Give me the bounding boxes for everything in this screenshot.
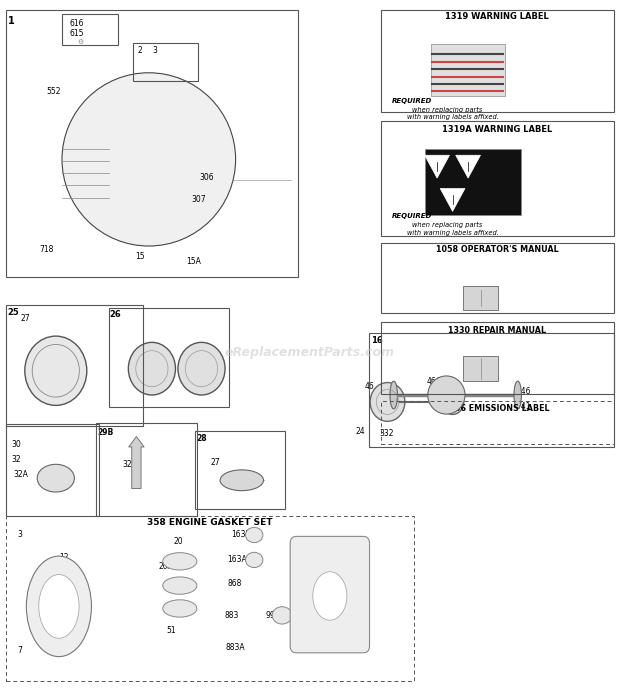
Text: 16: 16 [371, 336, 383, 345]
Text: 7: 7 [17, 646, 22, 654]
Text: with warning labels affixed.: with warning labels affixed. [407, 114, 499, 120]
FancyBboxPatch shape [463, 356, 498, 381]
Ellipse shape [514, 381, 521, 409]
Ellipse shape [246, 552, 263, 568]
Polygon shape [456, 155, 480, 178]
Text: 718: 718 [39, 245, 53, 254]
Ellipse shape [37, 464, 74, 492]
Ellipse shape [26, 556, 92, 657]
Text: 868: 868 [228, 579, 242, 588]
Text: 883: 883 [224, 611, 239, 620]
Ellipse shape [428, 376, 465, 414]
FancyBboxPatch shape [290, 536, 370, 653]
Text: 1058 OPERATOR'S MANUAL: 1058 OPERATOR'S MANUAL [436, 245, 559, 254]
Text: 15: 15 [135, 252, 145, 261]
Text: 32A: 32A [14, 471, 29, 479]
Text: 29B: 29B [97, 428, 113, 437]
Text: 163A: 163A [228, 556, 247, 564]
Circle shape [178, 342, 225, 395]
Circle shape [25, 336, 87, 405]
Text: 51: 51 [166, 626, 176, 635]
Text: REQUIRED: REQUIRED [392, 213, 432, 220]
Text: 1022: 1022 [334, 538, 353, 546]
Text: REQUIRED: REQUIRED [392, 98, 432, 105]
Text: ⚙: ⚙ [78, 39, 84, 45]
Text: 993: 993 [265, 611, 280, 620]
Text: 28: 28 [197, 434, 207, 443]
Ellipse shape [313, 572, 347, 620]
Circle shape [370, 383, 405, 421]
Ellipse shape [220, 470, 264, 491]
Text: 20: 20 [174, 538, 184, 546]
Text: 1330 REPAIR MANUAL: 1330 REPAIR MANUAL [448, 326, 546, 335]
Text: when replacing parts: when replacing parts [412, 107, 483, 113]
Text: 46A: 46A [427, 377, 441, 385]
Text: 883A: 883A [225, 644, 245, 652]
Text: 358 ENGINE GASKET SET: 358 ENGINE GASKET SET [147, 518, 272, 527]
Ellipse shape [246, 527, 263, 543]
Ellipse shape [38, 574, 79, 638]
Ellipse shape [272, 607, 292, 624]
Ellipse shape [162, 577, 197, 594]
Text: 332: 332 [379, 429, 394, 437]
FancyArrow shape [129, 437, 144, 489]
Text: 46: 46 [365, 382, 374, 390]
Ellipse shape [62, 73, 236, 246]
Text: 3: 3 [17, 531, 22, 539]
Text: 1319 WARNING LABEL: 1319 WARNING LABEL [445, 12, 549, 21]
Text: 1319A WARNING LABEL: 1319A WARNING LABEL [442, 125, 552, 134]
FancyBboxPatch shape [425, 149, 521, 215]
Text: 32B: 32B [123, 460, 138, 468]
Text: 146: 146 [516, 387, 531, 396]
Text: 2: 2 [138, 46, 143, 55]
Text: 1036 EMISSIONS LABEL: 1036 EMISSIONS LABEL [445, 404, 550, 413]
Circle shape [441, 389, 464, 414]
Text: 15A: 15A [186, 258, 201, 266]
Text: with warning labels affixed.: with warning labels affixed. [407, 230, 499, 236]
Text: 741: 741 [516, 403, 531, 411]
Ellipse shape [162, 553, 197, 570]
FancyBboxPatch shape [431, 44, 505, 96]
Text: eReplacementParts.com: eReplacementParts.com [225, 346, 395, 358]
Text: 24: 24 [355, 427, 365, 435]
Text: 616: 616 [69, 19, 84, 28]
Ellipse shape [390, 381, 397, 409]
Text: when replacing parts: when replacing parts [412, 222, 483, 228]
Text: 25: 25 [7, 308, 19, 317]
Text: 1: 1 [7, 16, 14, 26]
Circle shape [128, 342, 175, 395]
Text: 307: 307 [191, 195, 206, 204]
Polygon shape [440, 188, 465, 211]
Text: 26: 26 [110, 310, 122, 319]
FancyBboxPatch shape [463, 286, 498, 310]
Text: 306: 306 [200, 173, 215, 182]
Text: 32: 32 [11, 455, 21, 464]
Text: 3: 3 [153, 46, 157, 55]
Text: 163B: 163B [231, 531, 251, 539]
Text: 27: 27 [211, 458, 221, 466]
Text: 30: 30 [11, 441, 21, 449]
Polygon shape [425, 155, 450, 178]
Text: 552: 552 [46, 87, 61, 96]
Text: 27: 27 [20, 315, 30, 323]
Ellipse shape [162, 600, 197, 617]
Text: 20A: 20A [158, 563, 173, 571]
Text: 615: 615 [69, 29, 84, 38]
Text: 12: 12 [59, 554, 68, 562]
